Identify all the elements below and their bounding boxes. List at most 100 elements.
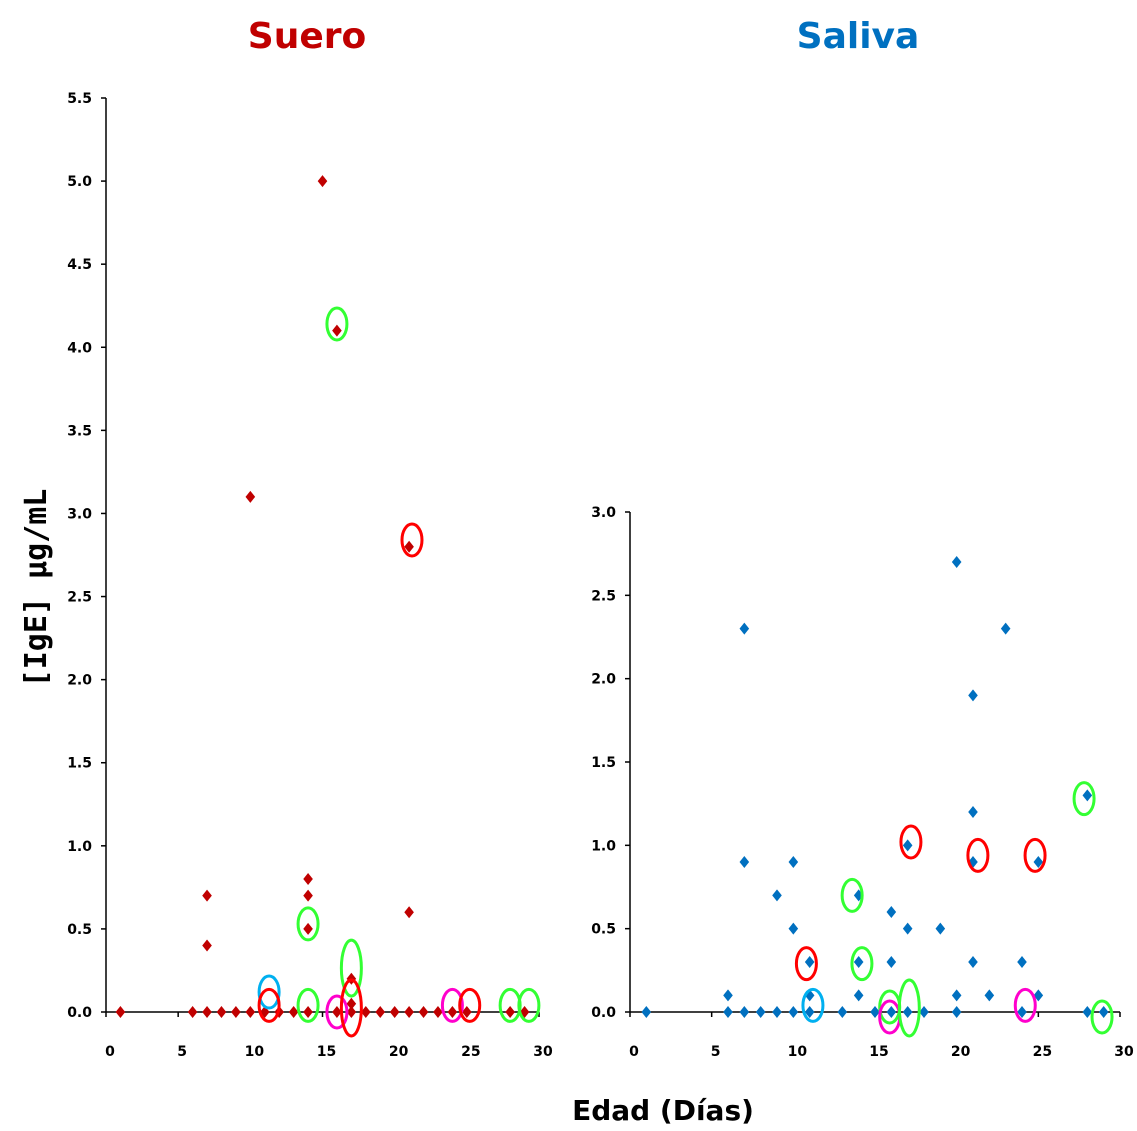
saliva-data-point	[1082, 1006, 1093, 1018]
serum-data-point	[245, 490, 256, 503]
saliva-highlight-ring	[801, 987, 825, 1023]
serum-data-point	[231, 1006, 241, 1018]
serum-data-point	[202, 939, 212, 952]
saliva-data-point	[772, 889, 782, 902]
serum-y-tick-label: 4.0	[67, 340, 92, 356]
serum-data-point	[361, 1006, 371, 1018]
serum-data-point	[115, 1006, 126, 1018]
serum-data-point	[332, 324, 342, 337]
serum-data-point	[202, 889, 212, 902]
serum-data-point	[245, 1006, 256, 1018]
saliva-data-point	[755, 1006, 766, 1018]
saliva-data-point	[1082, 789, 1093, 802]
serum-y-tick-label: 1.0	[67, 839, 92, 855]
saliva-data-point	[739, 1006, 750, 1018]
saliva-highlight-ring	[1090, 999, 1114, 1035]
serum-data-point	[447, 1006, 458, 1018]
serum-y-tick-label: 3.0	[67, 506, 92, 522]
saliva-data-point	[870, 1006, 880, 1018]
saliva-data-point	[951, 556, 962, 568]
serum-data-point	[433, 1006, 443, 1018]
saliva-x-tick-label: 25	[1033, 1044, 1052, 1060]
serum-y-tick-label: 2.5	[67, 590, 92, 606]
serum-data-point	[519, 1006, 530, 1018]
saliva-highlight-ring	[1023, 837, 1047, 873]
serum-x-tick-label: 0	[105, 1044, 115, 1060]
saliva-data-point	[739, 622, 750, 635]
serum-highlight-ring	[440, 987, 464, 1023]
saliva-data-point	[984, 989, 995, 1002]
serum-data-point	[202, 1006, 212, 1018]
saliva-data-point	[951, 1006, 962, 1018]
saliva-y-tick-label: 3.0	[591, 505, 616, 521]
saliva-data-point	[919, 1006, 929, 1018]
saliva-x-tick-label: 0	[629, 1044, 639, 1060]
saliva-highlight-ring	[897, 978, 921, 1038]
saliva-data-point	[723, 1006, 733, 1018]
serum-x-tick-label: 30	[533, 1044, 553, 1060]
serum-data-point	[187, 1006, 198, 1018]
saliva-y-tick-label: 1.0	[591, 838, 616, 854]
serum-x-tick-label: 20	[389, 1044, 409, 1060]
serum-panel: Suero 0.0 0.5 1.0 1.5 2.0 2.5 3.0 3.5 4.0 4.5 5.0 5…	[67, 16, 553, 1060]
serum-highlight-ring	[400, 522, 424, 558]
saliva-data-point	[968, 856, 978, 868]
serum-data-point	[317, 175, 328, 188]
saliva-data-point	[1033, 856, 1044, 868]
saliva-data-point	[902, 922, 913, 935]
serum-y-tick-label: 5.5	[67, 91, 92, 107]
saliva-data-point	[902, 1006, 913, 1018]
serum-x-tick-label: 25	[461, 1044, 480, 1060]
serum-highlight-ring	[296, 987, 320, 1023]
saliva-y-tick-label: 2.0	[591, 672, 616, 688]
serum-y-tick-label: 5.0	[67, 174, 92, 190]
serum-title: Suero	[248, 16, 366, 57]
serum-data-point	[462, 1006, 472, 1018]
saliva-data-point	[641, 1006, 652, 1018]
saliva-y-tick-label: 0.0	[591, 1005, 616, 1021]
serum-data-point	[346, 997, 357, 1010]
serum-y-tick-label: 2.0	[67, 673, 92, 689]
serum-y-tick-label: 0.5	[67, 922, 92, 938]
saliva-data-point	[951, 989, 962, 1002]
serum-y-tick-label: 3.5	[67, 423, 92, 439]
saliva-y-tick-label: 1.5	[591, 755, 616, 771]
saliva-y-tick-label: 2.5	[591, 588, 616, 604]
serum-data-point	[288, 1006, 299, 1018]
serum-highlight-ring	[339, 978, 363, 1038]
saliva-highlight-ring	[794, 946, 818, 982]
serum-highlight-ring	[517, 987, 541, 1023]
saliva-data-point	[788, 922, 799, 935]
serum-data-point	[303, 1006, 313, 1018]
serum-data-point	[303, 922, 313, 935]
serum-data-point	[404, 906, 414, 919]
serum-y-tick-label: 1.5	[67, 756, 92, 772]
serum-data-point	[404, 540, 414, 553]
saliva-data-point	[886, 906, 897, 918]
saliva-data-point	[935, 922, 946, 935]
saliva-data-point	[804, 1006, 815, 1018]
serum-highlight-ring	[325, 306, 349, 342]
saliva-data-point	[902, 839, 913, 852]
serum-data-point	[505, 1006, 515, 1018]
saliva-data-point	[1017, 956, 1027, 968]
saliva-data-point	[853, 989, 864, 1002]
saliva-highlight-ring	[840, 877, 864, 913]
saliva-data-point	[723, 989, 733, 1002]
serum-y-tick-label: 4.5	[67, 257, 92, 273]
saliva-data-point	[788, 1006, 799, 1018]
serum-highlight-ring	[458, 987, 482, 1023]
saliva-data-point	[772, 1006, 782, 1018]
saliva-data-point	[968, 806, 978, 818]
serum-highlight-ring	[339, 938, 363, 998]
saliva-x-tick-label: 15	[869, 1044, 888, 1060]
serum-highlight-ring	[296, 906, 320, 942]
serum-data-point	[216, 1006, 227, 1018]
serum-x-tick-label: 10	[245, 1044, 265, 1060]
saliva-x-tick-label: 30	[1114, 1044, 1134, 1060]
y-axis-label: [IgE] µg/mL	[19, 489, 54, 688]
saliva-highlight-ring	[1072, 781, 1096, 817]
saliva-data-point	[804, 956, 815, 968]
saliva-x-tick-label: 10	[788, 1044, 808, 1060]
